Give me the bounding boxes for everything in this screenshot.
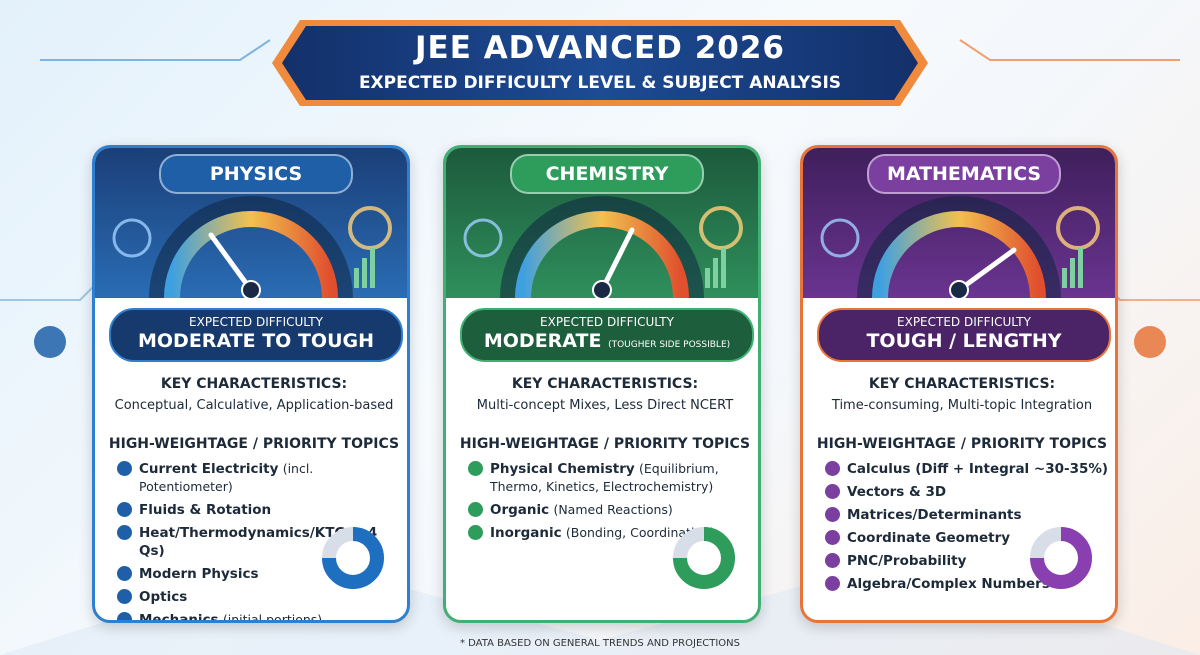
difficulty-note: (TOUGHER SIDE POSSIBLE) [608,340,731,350]
topic-name: Vectors & 3D [847,484,947,500]
topic-name: Matrices/Determinants [847,507,1022,523]
topic-icon [117,502,132,517]
gauge-decor [112,196,392,298]
subject-title: PHYSICS [159,154,353,194]
topic-icon [468,502,483,517]
topic-list: Calculus (Diff + Integral ~30-35%) Vector… [825,460,1115,598]
characteristics-title: KEY CHARACTERISTICS: [160,376,348,392]
topic-name: Optics [139,589,188,605]
subject-title: CHEMISTRY [510,154,704,194]
topic-name: Fluids & Rotation [139,502,272,518]
topics-title: HIGH-WEIGHTAGE / PRIORITY TOPICS [816,436,1108,452]
topic-note: (Named Reactions) [553,502,673,517]
difficulty-label: EXPECTED DIFFICULTY [540,315,674,329]
topic-note: (initial portions) [222,612,323,623]
topic-name: Modern Physics [139,566,259,582]
topic-item: Fluids & Rotation [117,501,407,519]
title: JEE ADVANCED 2026 [415,30,785,66]
topic-icon [468,525,483,540]
topic-icon [117,566,132,581]
subject-card: CHEMISTRY EXPECTED DIFFICULTY MODERATE (TO… [443,145,761,623]
characteristics: Time-consuming, Multi-topic Integration [831,398,1093,413]
difficulty-badge: EXPECTED DIFFICULTY TOUGH / LENGTHY [817,308,1111,362]
topic-list: Physical Chemistry (Equilibrium, Thermo,… [468,460,758,547]
topic-item: Coordinate Geometry [825,529,1115,547]
subject-card: MATHEMATICS EXPECTED DIFFICULTY TOUGH / LE… [800,145,1118,623]
characteristics: Multi-concept Mixes, Less Direct NCERT [476,398,734,413]
topic-icon [117,525,132,540]
topic-name: Physical Chemistry [490,461,635,477]
topic-icon [117,461,132,476]
difficulty: MODERATE [483,330,602,352]
donut-decor [673,527,735,589]
topic-name: Heat/Thermodynamics/KTG (~4 Qs) [139,525,378,559]
topic-item: Current Electricity (incl. Potentiometer… [117,460,407,496]
topic-item: Modern Physics [117,565,407,583]
topic-icon [825,530,840,545]
topic-name: Coordinate Geometry [847,530,1011,546]
difficulty-value: TOUGH / LENGTHY [819,330,1109,352]
topic-note: (Bonding, Coordination) [565,525,715,540]
difficulty: TOUGH / LENGTHY [866,330,1062,352]
topics-title: HIGH-WEIGHTAGE / PRIORITY TOPICS [459,436,751,452]
topic-item: Heat/Thermodynamics/KTG (~4 Qs) [117,524,407,560]
topic-item: Organic (Named Reactions) [468,501,758,519]
topic-item: Algebra/Complex Numbers [825,575,1115,593]
difficulty-badge: EXPECTED DIFFICULTY MODERATE (TOUGHER SID… [460,308,754,362]
topics-title: HIGH-WEIGHTAGE / PRIORITY TOPICS [108,436,400,452]
footnote: * DATA BASED ON GENERAL TRENDS AND PROJE… [459,638,741,649]
topic-item: Optics [117,588,407,606]
topic-icon [117,612,132,620]
topic-item: Calculus (Diff + Integral ~30-35%) [825,460,1115,478]
topic-icon [825,461,840,476]
topic-icon [825,576,840,591]
topic-name: Mechanics [139,612,219,623]
donut-decor [322,527,384,589]
topic-name: Current Electricity [139,461,279,477]
characteristics-title: KEY CHARACTERISTICS: [868,376,1056,392]
topic-name: Organic [490,502,550,518]
difficulty-badge: EXPECTED DIFFICULTY MODERATE TO TOUGH [109,308,403,362]
topic-item: PNC/Probability [825,552,1115,570]
difficulty-value: MODERATE TO TOUGH [111,330,401,352]
difficulty-value: MODERATE (TOUGHER SIDE POSSIBLE) [462,330,752,352]
topic-icon [825,484,840,499]
gauge-decor [820,196,1100,298]
topic-note: (incl. Potentiometer) [139,461,314,494]
characteristics: Conceptual, Calculative, Application-bas… [114,398,394,413]
characteristics-title: KEY CHARACTERISTICS: [511,376,699,392]
subject-title: MATHEMATICS [867,154,1061,194]
gauge-decor [463,196,743,298]
subtitle: EXPECTED DIFFICULTY LEVEL & SUBJECT ANAL… [358,73,842,93]
topic-icon [825,553,840,568]
topic-note: (Equilibrium, Thermo, Kinetics, Electroc… [490,461,719,494]
topic-icon [825,507,840,522]
topic-name: Algebra/Complex Numbers [847,576,1050,592]
topic-name: Calculus (Diff + Integral ~30-35%) [847,461,1109,477]
topic-icon [468,461,483,476]
difficulty-label: EXPECTED DIFFICULTY [897,315,1031,329]
topic-item: Vectors & 3D [825,483,1115,501]
topic-item: Matrices/Determinants [825,506,1115,524]
title-banner [272,20,928,106]
difficulty: MODERATE TO TOUGH [138,330,374,352]
topic-icon [117,589,132,604]
difficulty-label: EXPECTED DIFFICULTY [189,315,323,329]
topic-name: PNC/Probability [847,553,967,569]
topic-item: Mechanics (initial portions) [117,611,407,623]
subject-card: PHYSICS EXPECTED DIFFICULTY MODERATE TO TO… [92,145,410,623]
topic-item: Inorganic (Bonding, Coordination) [468,524,758,542]
topic-name: Inorganic [490,525,562,541]
topic-item: Physical Chemistry (Equilibrium, Thermo,… [468,460,758,496]
topic-list: Current Electricity (incl. Potentiometer… [117,460,407,623]
donut-decor [1030,527,1092,589]
